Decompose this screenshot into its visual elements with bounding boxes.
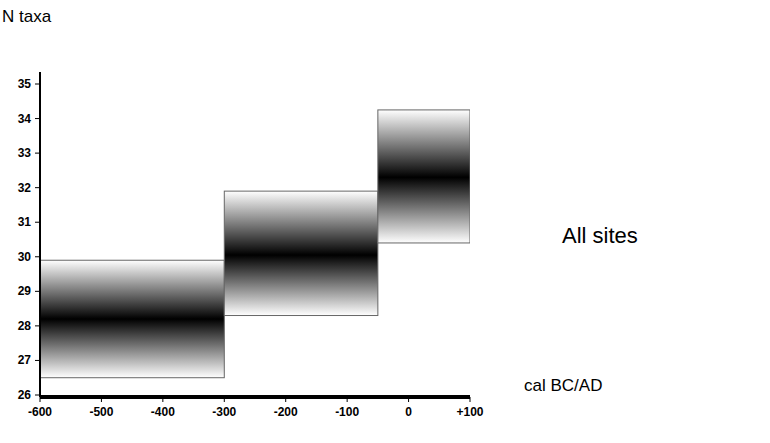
y-tick-label: 29 <box>18 284 32 298</box>
y-tick-label: 34 <box>18 112 32 126</box>
y-tick-label: 32 <box>18 181 32 195</box>
range-box <box>224 191 378 315</box>
x-tick <box>347 397 348 402</box>
y-tick <box>35 256 40 257</box>
y-tick-label: 26 <box>18 388 32 402</box>
x-tick <box>101 397 102 402</box>
y-tick-label: 31 <box>18 215 32 229</box>
x-tick-label: -100 <box>335 405 359 419</box>
range-box <box>378 110 470 243</box>
y-tick <box>35 222 40 223</box>
y-tick <box>35 395 40 396</box>
y-tick-label: 28 <box>18 319 32 333</box>
x-tick-label: -600 <box>28 405 52 419</box>
y-tick <box>35 291 40 292</box>
x-tick <box>162 397 163 402</box>
x-axis-label: cal BC/AD <box>524 376 602 395</box>
x-tick <box>224 397 225 402</box>
x-tick-label: 0 <box>405 405 412 419</box>
y-tick <box>35 360 40 361</box>
y-tick-label: 30 <box>18 250 32 264</box>
x-tick-label: -500 <box>89 405 113 419</box>
y-tick <box>35 84 40 85</box>
annotation: All sites <box>562 223 638 248</box>
x-tick-label: +100 <box>456 405 483 419</box>
x-tick-label: -300 <box>212 405 236 419</box>
range-box <box>40 260 224 377</box>
x-tick <box>470 397 471 402</box>
y-tick <box>35 118 40 119</box>
y-tick-label: 33 <box>18 146 32 160</box>
x-tick-label: -200 <box>274 405 298 419</box>
x-axis <box>40 395 470 399</box>
x-tick <box>285 397 286 402</box>
y-tick-label: 27 <box>18 353 32 367</box>
y-tick <box>35 325 40 326</box>
y-tick-label: 35 <box>18 77 32 91</box>
x-tick <box>40 397 41 402</box>
y-axis <box>39 72 41 397</box>
y-axis-label: N taxa <box>2 7 52 26</box>
y-tick <box>35 153 40 154</box>
chart: 26 27 28 29 30 31 32 33 34 35 -600 -500 -400 -300 -200… <box>0 0 770 443</box>
y-tick <box>35 187 40 188</box>
x-tick-label: -400 <box>151 405 175 419</box>
boxes <box>40 110 470 378</box>
x-tick <box>408 397 409 402</box>
